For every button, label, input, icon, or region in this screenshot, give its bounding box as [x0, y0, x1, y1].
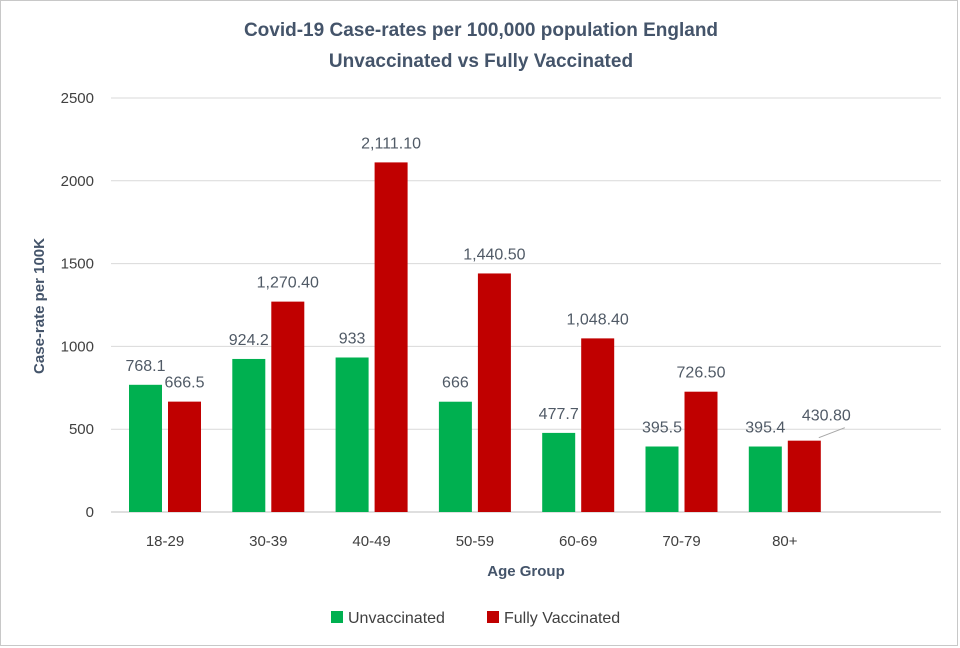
legend-label-fully-vaccinated: Fully Vaccinated: [504, 610, 620, 627]
bar-fully-vaccinated-30-39: [271, 301, 305, 512]
x-tick-label-30-39: 30-39: [249, 533, 287, 550]
legend-swatch-unvaccinated: [331, 611, 343, 623]
bar-fully-vaccinated-18-29: [168, 401, 201, 512]
bar-unvaccinated-70-79: [645, 446, 679, 512]
bar-unvaccinated-60-69: [542, 432, 576, 512]
leader-line-80+: [818, 427, 845, 439]
x-tick-label-60-69: 60-69: [559, 533, 597, 550]
legend: Unvaccinated Fully Vaccinated: [331, 610, 620, 627]
y-tick-label-500: 500: [69, 421, 94, 438]
x-axis-ticks: 18-29 30-39 40-49 50-59 60-69 70-79 80+: [146, 533, 798, 550]
chart-subtitle: Unvaccinated vs Fully Vaccinated: [329, 51, 633, 72]
data-label-fully-vaccinated-30-39: 1,270.40: [257, 275, 319, 292]
x-tick-label-80+: 80+: [772, 533, 798, 550]
bar-fully-vaccinated-70-79: [684, 391, 718, 512]
y-tick-label-1000: 1000: [61, 338, 94, 355]
x-tick-label-40-49: 40-49: [352, 533, 390, 550]
data-label-unvaccinated-70-79: 395.5: [642, 420, 682, 437]
bar-fully-vaccinated-60-69: [581, 338, 615, 512]
data-label-fully-vaccinated-70-79: 726.50: [677, 365, 726, 382]
x-tick-label-50-59: 50-59: [456, 533, 494, 550]
data-label-unvaccinated-60-69: 477.7: [539, 406, 579, 423]
x-tick-label-70-79: 70-79: [662, 533, 700, 550]
data-label-fully-vaccinated-18-29: 666.5: [164, 375, 204, 392]
y-axis-ticks: 0 500 1000 1500 2000 2500: [61, 90, 94, 521]
bar-unvaccinated-40-49: [335, 357, 369, 512]
bar-unvaccinated-50-59: [438, 401, 472, 512]
data-label-fully-vaccinated-60-69: 1,048.40: [567, 311, 629, 328]
y-tick-label-2500: 2500: [61, 90, 94, 107]
data-label-unvaccinated-50-59: 666: [442, 375, 469, 392]
x-tick-label-18-29: 18-29: [146, 533, 184, 550]
data-label-unvaccinated-30-39: 924.2: [229, 332, 269, 349]
bar-unvaccinated-80+: [748, 446, 782, 512]
bar-fully-vaccinated-80+: [787, 440, 821, 512]
data-label-fully-vaccinated-50-59: 1,440.50: [463, 246, 525, 263]
y-tick-label-2000: 2000: [61, 173, 94, 190]
data-label-fully-vaccinated-80+: 430.80: [802, 408, 851, 425]
bar-unvaccinated-18-29: [129, 384, 162, 512]
y-axis-title: Case-rate per 100K: [31, 238, 48, 374]
y-tick-label-1500: 1500: [61, 256, 94, 273]
chart-title: Covid-19 Case-rates per 100,000 populati…: [244, 20, 718, 41]
bars: [129, 162, 821, 512]
data-label-fully-vaccinated-40-49: 2,111.10: [361, 135, 421, 152]
y-tick-label-0: 0: [86, 504, 94, 521]
bar-fully-vaccinated-40-49: [374, 162, 408, 512]
legend-swatch-fully-vaccinated: [487, 611, 499, 623]
data-label-unvaccinated-40-49: 933: [339, 330, 366, 347]
bar-unvaccinated-30-39: [232, 358, 266, 512]
bar-fully-vaccinated-50-59: [477, 273, 511, 512]
legend-label-unvaccinated: Unvaccinated: [348, 610, 445, 627]
data-label-unvaccinated-80+: 395.4: [745, 420, 785, 437]
data-label-unvaccinated-18-29: 768.1: [125, 358, 165, 375]
x-axis-title: Age Group: [487, 563, 565, 580]
